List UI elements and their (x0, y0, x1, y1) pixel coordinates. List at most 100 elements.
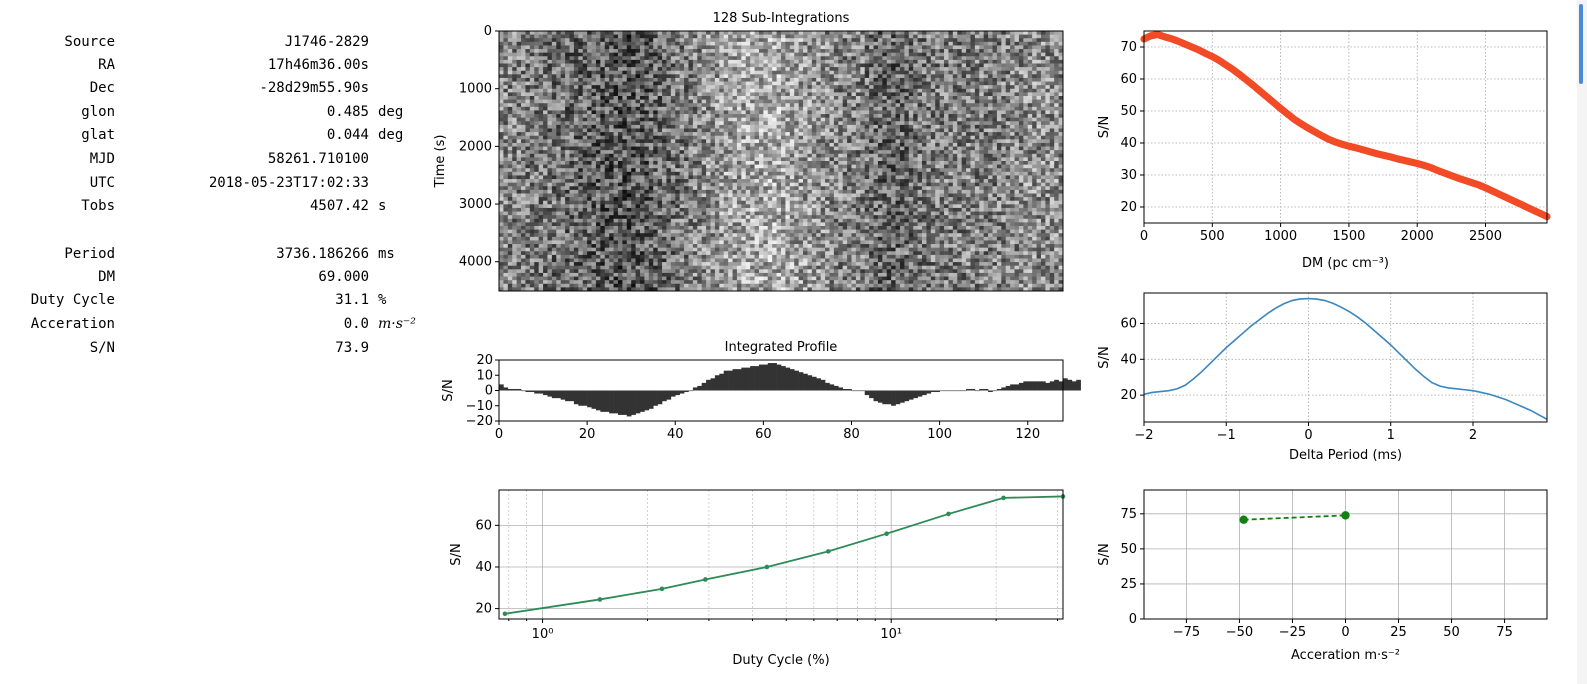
heatmap-cell (798, 70, 804, 75)
heatmap-cell (534, 103, 540, 108)
heatmap-cell (917, 103, 923, 108)
heatmap-cell (803, 153, 808, 158)
heatmap-cell (1001, 128, 1007, 133)
heatmap-cell (1032, 38, 1037, 43)
heatmap-cell (922, 74, 927, 79)
heatmap-cell (499, 77, 504, 82)
heatmap-cell (1036, 164, 1042, 169)
heatmap-cell (789, 45, 795, 50)
info-label: Duty Cycle (30, 292, 115, 308)
heatmap-cell (648, 128, 654, 133)
heatmap-cell (754, 81, 760, 86)
heatmap-cell (1027, 142, 1033, 147)
heatmap-cell (847, 157, 852, 162)
heatmap-cell (891, 139, 896, 144)
heatmap-cell (1005, 67, 1011, 72)
heatmap-cell (591, 110, 597, 115)
heatmap-cell (816, 142, 822, 147)
heatmap-cell (1032, 161, 1037, 166)
heatmap-cell (640, 99, 645, 104)
heatmap-cell (657, 153, 663, 158)
heatmap-cell (595, 142, 601, 147)
heatmap-cell (904, 85, 910, 90)
heatmap-cell (1036, 52, 1042, 57)
heatmap-cell (1036, 56, 1042, 61)
heatmap-cell (723, 96, 729, 101)
heatmap-cell (908, 88, 914, 93)
heatmap-cell (679, 41, 685, 46)
heatmap-cell (507, 146, 513, 151)
heatmap-cell (710, 161, 716, 166)
heatmap-cell (886, 164, 892, 169)
heatmap-cell (556, 31, 562, 36)
heatmap-cell (609, 56, 614, 61)
heatmap-cell (507, 85, 513, 90)
heatmap-cell (966, 59, 971, 64)
heatmap-cell (829, 103, 835, 108)
heatmap-cell (961, 135, 967, 140)
heatmap-cell (886, 31, 892, 36)
heatmap-cell (706, 52, 711, 57)
heatmap-cell (847, 106, 852, 111)
heatmap-cell (543, 31, 548, 36)
heatmap-cell (635, 142, 641, 147)
heatmap-cell (1054, 49, 1059, 54)
heatmap-cell (688, 67, 694, 72)
heatmap-cell (600, 81, 606, 86)
heatmap-cell (560, 117, 566, 122)
heatmap-cell (635, 45, 641, 50)
heatmap-cell (1058, 92, 1064, 97)
heatmap-cell (626, 117, 632, 122)
heatmap-cell (512, 121, 518, 126)
heatmap-cell (573, 81, 579, 86)
heatmap-cell (595, 70, 601, 75)
heatmap-cell (512, 74, 518, 79)
heatmap-cell (1054, 124, 1059, 129)
heatmap-cell (706, 63, 711, 68)
heatmap-cell (803, 124, 808, 129)
heatmap-cell (855, 103, 861, 108)
heatmap-cell (1045, 34, 1051, 39)
heatmap-cell (1032, 41, 1037, 46)
heatmap-cell (988, 124, 993, 129)
heatmap-cell (772, 49, 777, 54)
heatmap-cell (807, 164, 813, 169)
heatmap-cell (516, 168, 522, 173)
info-unit: m·s⁻² (378, 316, 416, 332)
heatmap-cell (825, 67, 830, 72)
heatmap-cell (996, 41, 1002, 46)
heatmap-cell (679, 85, 685, 90)
heatmap-cell (877, 56, 883, 61)
heatmap-cell (648, 38, 654, 43)
heatmap-cell (1014, 124, 1020, 129)
heatmap-cell (891, 88, 896, 93)
heatmap-cell (670, 45, 676, 50)
heatmap-cell (684, 164, 689, 169)
heatmap-cell (626, 31, 632, 36)
heatmap-cell (617, 117, 623, 122)
heatmap-cell (534, 45, 540, 50)
heatmap-cell (750, 70, 755, 75)
heatmap-cell (758, 153, 764, 158)
heatmap-cell (609, 139, 614, 144)
heatmap-cell (754, 161, 760, 166)
heatmap-cell (565, 132, 570, 137)
heatmap-cell (992, 74, 998, 79)
heatmap-cell (908, 96, 914, 101)
heatmap-cell (873, 103, 879, 108)
heatmap-cell (728, 52, 733, 57)
heatmap-cell (1010, 63, 1015, 68)
heatmap-cell (794, 142, 800, 147)
heatmap-cell (904, 70, 910, 75)
heatmap-cell (675, 146, 681, 151)
heatmap-cell (1058, 74, 1064, 79)
heatmap-cell (1040, 59, 1046, 64)
heatmap-cell (644, 110, 650, 115)
heatmap-cell (1018, 85, 1024, 90)
heatmap-cell (820, 45, 826, 50)
heatmap-cell (886, 139, 892, 144)
heatmap-cell (886, 88, 892, 93)
heatmap-cell (688, 150, 694, 155)
heatmap-cell (732, 92, 738, 97)
heatmap-cell (516, 139, 522, 144)
